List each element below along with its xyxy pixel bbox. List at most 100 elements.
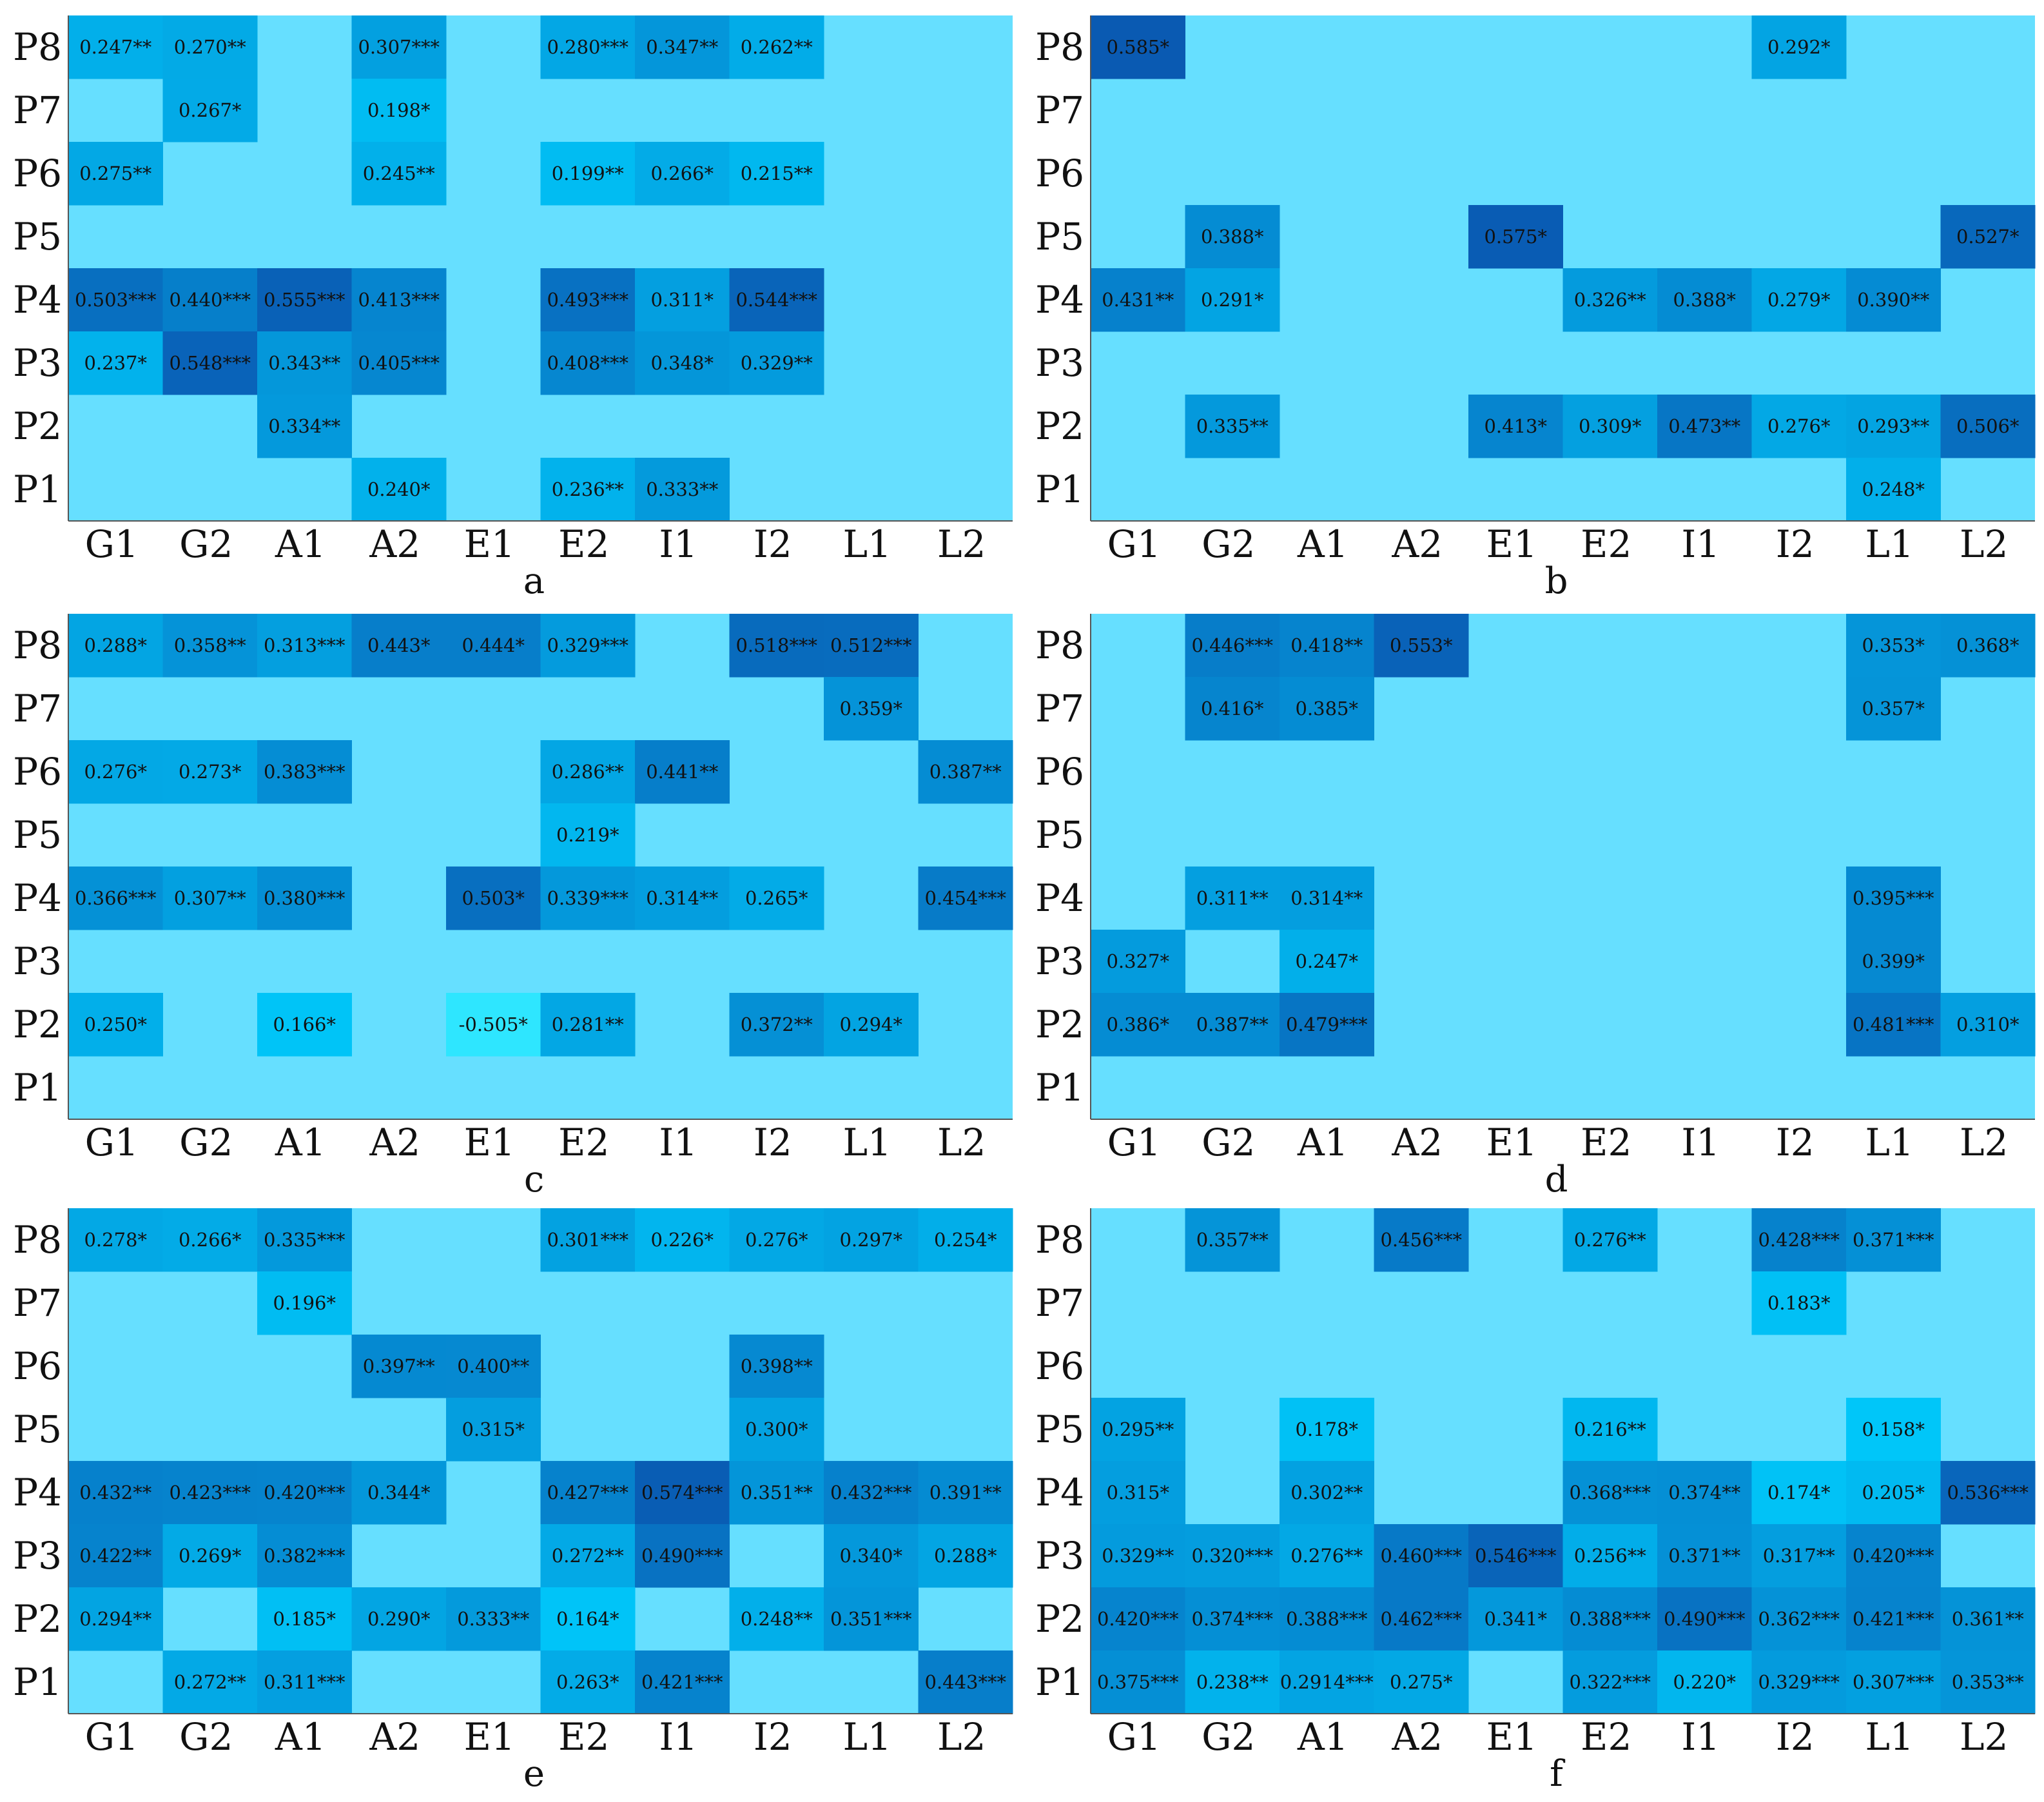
row-label: P6 [1035, 750, 1084, 794]
row-label: P1 [13, 467, 62, 511]
column-label: E1 [464, 1715, 515, 1759]
heatmap-cell [1657, 1650, 1752, 1714]
cell-label: 0.247* [1295, 950, 1358, 972]
row-label: P1 [1035, 1660, 1084, 1704]
heatmap-cell [68, 268, 163, 332]
column-label: E1 [1486, 1121, 1537, 1164]
heatmap-cell [1751, 1587, 1847, 1651]
heatmap-cell [1091, 993, 1185, 1057]
heatmap-cell [918, 1524, 1013, 1588]
heatmap-cell [1468, 395, 1563, 458]
heatmap-cell [635, 331, 730, 395]
heatmap-cell [1185, 205, 1280, 269]
cell-label: 0.220* [1673, 1671, 1736, 1693]
cell-label: 0.292* [1767, 36, 1831, 58]
cell-label: 0.413*** [358, 289, 440, 311]
row-label: P6 [13, 750, 62, 794]
cell-label: 0.353** [1952, 1671, 2025, 1693]
cell-label: 0.326** [1574, 289, 1647, 311]
cell-label: 0.357* [1862, 698, 1925, 720]
cell-label: 0.339*** [547, 887, 628, 909]
cell-label: 0.329*** [1758, 1671, 1840, 1693]
cell-label: 0.240* [367, 478, 431, 500]
cell-label: 0.385* [1295, 698, 1358, 720]
heatmap-cell [1846, 1650, 1941, 1714]
cell-label: 0.432** [79, 1482, 152, 1503]
heatmap-cell [540, 15, 636, 79]
row-label: P5 [1035, 215, 1084, 259]
heatmap-cell [824, 1587, 919, 1651]
heatmap-cell [446, 867, 541, 930]
cell-label: 0.334** [268, 415, 341, 437]
cell-label: 0.275** [79, 162, 152, 184]
heatmap-cell [1846, 993, 1941, 1057]
heatmap-cell [1562, 1461, 1658, 1525]
column-label: A1 [1297, 1715, 1348, 1759]
heatmap-cell [1940, 1587, 2036, 1651]
cell-label: 0.357** [1196, 1229, 1269, 1251]
heatmap-cell [540, 740, 636, 804]
heatmap-cell [162, 1208, 258, 1272]
heatmap-cell [1091, 1650, 1185, 1714]
heatmap-cell [351, 1335, 447, 1398]
heatmap-cell [257, 614, 352, 678]
cell-label: 0.386* [1106, 1014, 1169, 1035]
cell-label: 0.266* [179, 1229, 242, 1251]
heatmap-cell [1846, 930, 1941, 994]
cell-label: 0.329** [1102, 1545, 1174, 1567]
row-label: P4 [1035, 278, 1084, 322]
heatmap-cell [824, 1524, 919, 1588]
cell-label: 0.300* [745, 1418, 808, 1440]
heatmap-cell [1846, 1461, 1941, 1525]
cell-label: 0.388*** [1286, 1608, 1368, 1630]
column-label: G2 [179, 1715, 233, 1759]
cell-label: 0.276* [1767, 415, 1831, 437]
cell-label: 0.280*** [547, 36, 628, 58]
heatmap-cell [824, 614, 919, 678]
cell-label: 0.301*** [547, 1229, 628, 1251]
column-label: E2 [558, 1715, 609, 1759]
cell-label: 0.420*** [264, 1482, 346, 1503]
cell-label: 0.422** [79, 1545, 152, 1567]
cell-label: 0.527* [1956, 226, 2020, 248]
heatmap-cell [1940, 1650, 2036, 1714]
column-label: L1 [843, 1715, 891, 1759]
panel-letter: a [523, 560, 545, 602]
cell-label: 0.359* [839, 698, 902, 720]
cell-label: 0.320*** [1191, 1545, 1273, 1567]
heatmap-cell [257, 1271, 352, 1335]
heatmap-cell [1657, 1461, 1752, 1525]
heatmap-cell [162, 740, 258, 804]
column-label: G1 [85, 522, 139, 566]
heatmap-cell [1846, 458, 1941, 522]
cell-label: 0.432*** [830, 1482, 912, 1503]
cell-label: 0.420*** [1097, 1608, 1179, 1630]
heatmap-cell [1846, 867, 1941, 930]
column-label: I1 [1681, 522, 1720, 566]
heatmap-cell [1940, 614, 2036, 678]
heatmap-cell [1374, 1587, 1469, 1651]
heatmap-cell [824, 993, 919, 1057]
cell-label: 0.387** [1196, 1014, 1269, 1035]
row-label: P8 [13, 25, 62, 69]
cell-label: 0.248** [741, 1608, 813, 1630]
heatmap-cell [1280, 1650, 1374, 1714]
cell-label: 0.238** [1196, 1671, 1269, 1693]
heatmap-cell [351, 79, 447, 142]
heatmap-cell [1562, 1398, 1658, 1462]
heatmap-cell [729, 1335, 824, 1398]
heatmap-cell [1562, 1587, 1658, 1651]
cell-label: 0.278* [84, 1229, 147, 1251]
cell-label: 0.329** [741, 352, 813, 374]
heatmap-cell [68, 1524, 163, 1588]
cell-label: 0.493*** [547, 289, 628, 311]
cell-label: 0.420*** [1853, 1545, 1934, 1567]
cell-label: 0.250* [84, 1014, 147, 1035]
heatmap-cell [68, 867, 163, 930]
heatmap-cell [1751, 1650, 1847, 1714]
column-label: L1 [843, 1121, 891, 1164]
cell-label: 0.366*** [75, 887, 157, 909]
heatmap-cell [257, 1461, 352, 1525]
heatmap-cell [1846, 1524, 1941, 1588]
cell-label: 0.276* [84, 761, 147, 783]
